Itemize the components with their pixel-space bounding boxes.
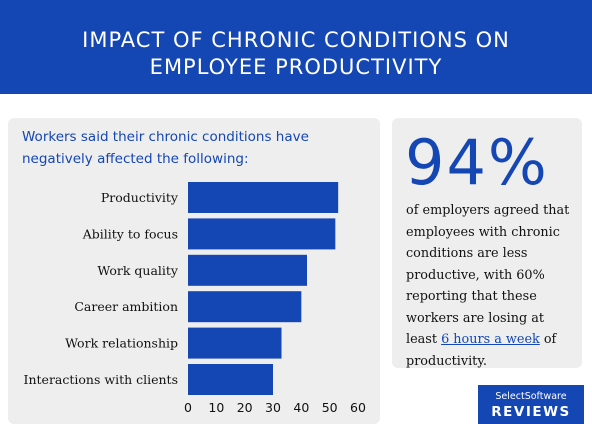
category-label-2: Work quality xyxy=(97,263,179,278)
page-title-line-1: IMPACT OF CHRONIC CONDITIONS ON xyxy=(82,28,510,52)
page-title-line-2: EMPLOYEE PRODUCTIVITY xyxy=(149,55,443,79)
x-tick-label-3: 30 xyxy=(265,400,281,415)
header-banner: IMPACT OF CHRONIC CONDITIONS ON EMPLOYEE… xyxy=(0,0,592,94)
bar-3 xyxy=(188,291,302,323)
category-label-4: Work relationship xyxy=(65,336,178,351)
stat-line-8: productivity. xyxy=(406,353,487,369)
bar-2 xyxy=(188,254,307,286)
chart-subtitle: Workers said their chronic conditions ha… xyxy=(22,126,372,170)
stat-line-7-before: least xyxy=(406,332,442,347)
stat-line-6: workers are losing at xyxy=(406,310,544,326)
stat-card xyxy=(392,118,582,368)
x-tick-label-5: 50 xyxy=(322,400,338,415)
category-label-1: Ability to focus xyxy=(82,226,178,241)
x-tick-label-1: 10 xyxy=(208,400,224,415)
x-tick-label-4: 40 xyxy=(293,400,309,415)
stat-line-4: productive, with 60% xyxy=(406,267,545,283)
hours-link[interactable]: 6 hours a week xyxy=(441,332,540,347)
bar-1 xyxy=(188,218,336,250)
chart-subtitle-line-1: Workers said their chronic conditions ha… xyxy=(22,129,309,145)
stat-description: of employers agreed that employees with … xyxy=(406,200,582,372)
x-tick-label-2: 20 xyxy=(237,400,253,415)
category-label-3: Career ambition xyxy=(74,299,178,314)
logo-bottom-text: REVIEWS xyxy=(491,404,571,420)
logo-top-text: SelectSoftware xyxy=(495,391,567,402)
stat-line-1: of employers agreed that xyxy=(406,203,570,218)
stat-line-3: conditions are less xyxy=(406,246,528,261)
bar-0 xyxy=(188,182,339,213)
brand-logo: SelectSoftware REVIEWS xyxy=(478,385,584,424)
stat-line-5: reporting that these xyxy=(406,289,537,304)
bar-5 xyxy=(188,364,273,395)
chart-subtitle-line-2: negatively affected the following: xyxy=(22,151,249,167)
stat-line-7-after: of xyxy=(539,332,557,347)
category-label-5: Interactions with clients xyxy=(24,372,178,387)
x-tick-label-0: 0 xyxy=(184,400,192,415)
stat-number: 94% xyxy=(405,126,549,199)
bar-4 xyxy=(188,327,282,359)
stat-line-7: least 6 hours a week of xyxy=(406,329,582,351)
x-tick-label-6: 60 xyxy=(350,400,366,415)
category-label-0: Productivity xyxy=(101,190,179,205)
stat-line-2: employees with chronic xyxy=(406,224,560,240)
